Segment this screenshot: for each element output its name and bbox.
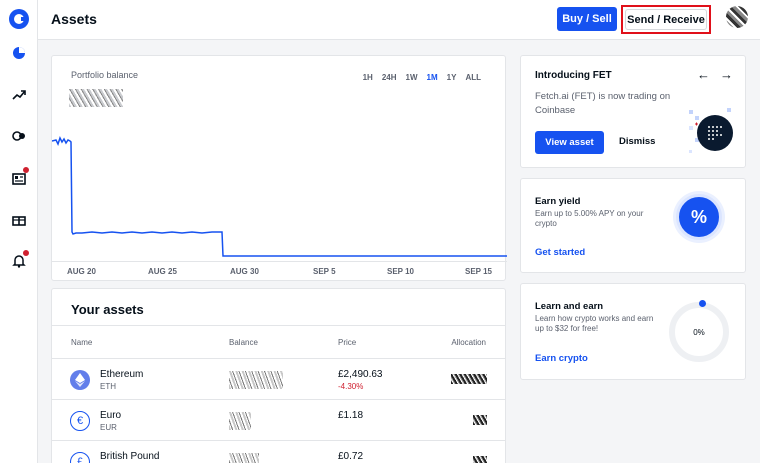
ethereum-icon	[70, 370, 90, 390]
send-receive-button[interactable]: Send / Receive	[621, 5, 711, 34]
earn-crypto-link[interactable]: Earn crypto	[535, 353, 588, 364]
get-started-link[interactable]: Get started	[535, 247, 586, 258]
dismiss-button[interactable]: Dismiss	[619, 136, 656, 147]
pound-icon: £	[70, 452, 90, 463]
portfolio-balance-value-blurred	[69, 89, 123, 107]
arrow-right-icon[interactable]: →	[720, 67, 733, 82]
coinbase-logo-icon[interactable]	[9, 9, 29, 29]
promo-title: Introducing FET	[535, 70, 612, 81]
assets-title: Your assets	[71, 302, 144, 317]
buy-sell-button[interactable]: Buy / Sell	[557, 7, 617, 31]
view-asset-button[interactable]: View asset	[535, 131, 604, 154]
asset-symbol: EUR	[100, 423, 117, 432]
time-range-selector: 1H 24H 1W 1M 1Y ALL	[363, 73, 481, 82]
x-tick-label: SEP 10	[387, 267, 414, 276]
column-header-name: Name	[71, 338, 93, 347]
page-title: Assets	[51, 11, 97, 27]
portfolio-line-chart[interactable]	[52, 116, 507, 266]
asset-name: Ethereum	[100, 369, 144, 380]
progress-dot-icon	[699, 300, 706, 307]
fet-illustration-icon	[689, 108, 733, 153]
bell-icon[interactable]	[11, 250, 29, 269]
asset-name: British Pound	[100, 451, 160, 462]
table-row[interactable]: € Euro EUR £1.18	[52, 399, 505, 440]
learn-earn-card: Learn and earn Learn how crypto works an…	[520, 283, 746, 380]
table-row[interactable]: Ethereum ETH £2,490.63 -4.30%	[52, 358, 505, 399]
portfolio-line	[52, 136, 507, 257]
asset-name: Euro	[100, 410, 122, 421]
progress-ring: 0%	[669, 300, 729, 362]
column-header-price: Price	[338, 338, 357, 347]
learn-earn-title: Learn and earn	[535, 301, 604, 312]
notification-badge	[23, 167, 29, 173]
promo-description: Fetch.ai (FET) is now trading on Coinbas…	[535, 91, 671, 116]
range-24h[interactable]: 24H	[381, 73, 397, 82]
portfolio-chart-card: Portfolio balance 1H 24H 1W 1M 1Y ALL AU…	[51, 55, 507, 281]
x-tick-label: AUG 30	[230, 267, 259, 276]
balance-blurred	[229, 371, 283, 389]
asset-price: £0.72	[338, 451, 364, 462]
x-tick-label: SEP 5	[313, 267, 336, 276]
earn-icon[interactable]	[11, 128, 27, 144]
x-tick-label: SEP 15	[465, 267, 492, 276]
asset-price: £2,490.63	[338, 369, 383, 380]
earn-yield-card: Earn yield Earn up to 5.00% APY on your …	[520, 178, 746, 273]
range-1h[interactable]: 1H	[362, 73, 373, 82]
range-all[interactable]: ALL	[465, 73, 481, 82]
balance-blurred	[229, 453, 259, 463]
earn-yield-title: Earn yield	[535, 196, 581, 207]
notification-badge	[23, 250, 29, 256]
euro-icon: €	[70, 411, 90, 431]
divider	[52, 325, 505, 326]
asset-price: £1.18	[338, 410, 364, 421]
trade-icon[interactable]	[11, 87, 27, 103]
range-1m[interactable]: 1M	[426, 73, 438, 82]
allocation-blurred	[473, 456, 487, 463]
table-row[interactable]: £ British Pound £0.72	[52, 440, 505, 463]
allocation-blurred	[473, 415, 487, 425]
asset-symbol: ETH	[100, 382, 116, 391]
top-header: Assets Buy / Sell Send / Receive	[38, 0, 760, 40]
range-1y[interactable]: 1Y	[446, 73, 457, 82]
sidebar	[0, 0, 38, 463]
x-axis: AUG 20 AUG 25 AUG 30 SEP 5 SEP 10 SEP 15	[52, 261, 507, 281]
fet-promo-card: Introducing FET ← → Fetch.ai (FET) is no…	[520, 55, 746, 168]
news-icon[interactable]	[11, 167, 29, 186]
column-header-allocation: Allocation	[451, 338, 486, 347]
your-assets-card: Your assets Name Balance Price Allocatio…	[51, 288, 506, 463]
x-tick-label: AUG 20	[67, 267, 96, 276]
earn-yield-description: Earn up to 5.00% APY on your crypto	[535, 209, 644, 228]
send-receive-label: Send / Receive	[625, 9, 707, 30]
allocation-blurred	[451, 374, 487, 384]
portfolio-balance-label: Portfolio balance	[71, 70, 139, 80]
balance-blurred	[229, 412, 251, 430]
arrow-left-icon[interactable]: ←	[697, 67, 710, 82]
avatar[interactable]	[726, 6, 748, 28]
gift-icon[interactable]	[11, 211, 27, 227]
portfolio-icon[interactable]	[11, 45, 27, 61]
progress-percent: 0%	[693, 327, 705, 337]
range-1w[interactable]: 1W	[405, 73, 418, 82]
x-tick-label: AUG 25	[148, 267, 177, 276]
price-change: -4.30%	[338, 382, 364, 391]
learn-earn-description: Learn how crypto works and earn up to $3…	[535, 314, 654, 333]
percent-badge-icon: %	[676, 194, 722, 240]
column-header-balance: Balance	[229, 338, 258, 347]
